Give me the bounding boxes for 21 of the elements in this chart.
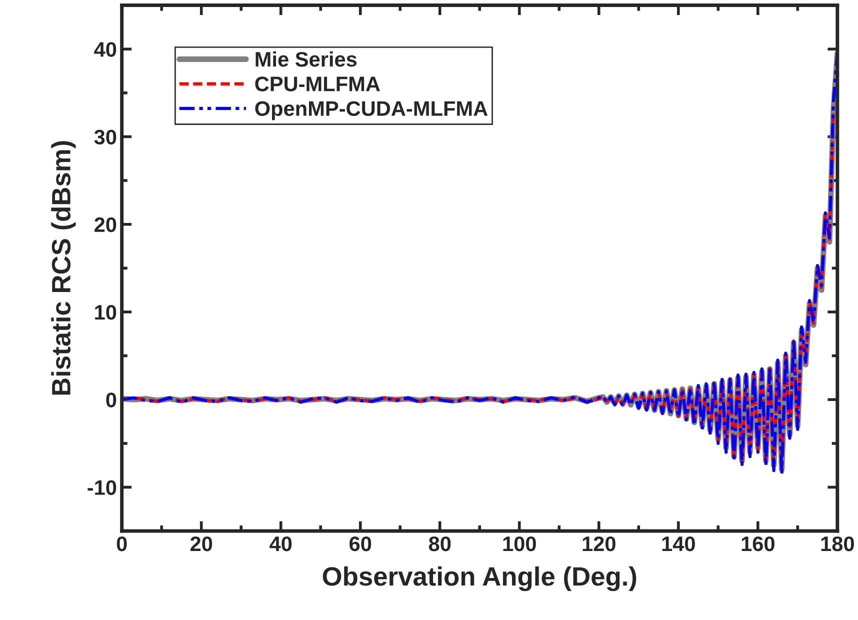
y-tick-label: 20 <box>94 217 116 232</box>
x-tick-label: 140 <box>662 536 695 552</box>
legend-label: Mie Series <box>256 51 357 67</box>
legend-label: CPU-MLFMA <box>255 76 380 92</box>
y-tick-label: -10 <box>88 480 116 495</box>
y-axis-title: Bistatic RCS (dBsm) <box>51 141 76 395</box>
x-tick-label: 40 <box>270 536 292 552</box>
x-tick-label: 20 <box>190 536 212 552</box>
x-tick-label: 100 <box>503 536 536 552</box>
y-tick-label: 40 <box>94 42 116 57</box>
y-tick-label: 30 <box>94 130 116 144</box>
x-tick-label: 160 <box>742 536 774 552</box>
x-tick-label: 180 <box>821 536 854 552</box>
y-tick-label: 10 <box>95 304 116 320</box>
x-tick-label: 0 <box>116 536 127 552</box>
x-tick-label: 80 <box>428 536 451 552</box>
x-axis-title: Observation Angle (Deg.) <box>322 566 636 592</box>
y-tick-label: 0 <box>106 392 116 408</box>
x-tick-label: 120 <box>582 536 616 552</box>
legend-label: OpenMP-CUDA-MLFMA <box>255 101 488 120</box>
x-tick-label: 60 <box>350 536 372 552</box>
